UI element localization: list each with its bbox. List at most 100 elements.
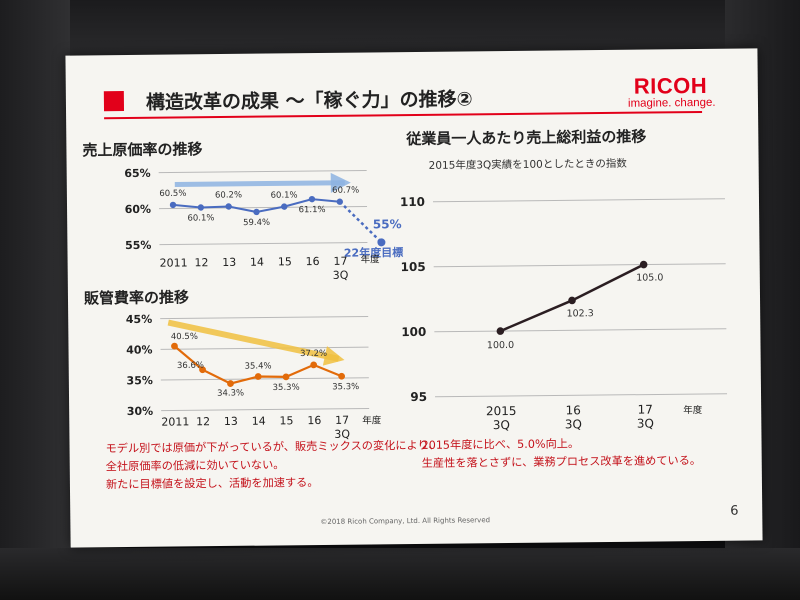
profit-index-chart: 11010510095100.0102.3105.020153Q163Q173Q… bbox=[400, 195, 728, 432]
x-tick-label: 16 bbox=[565, 403, 580, 417]
sga-ratio-chart: 45% 40% 35% 30% 40.5% 36.6% 34.3% 35.4% 35.3% 37.… bbox=[126, 313, 382, 441]
x-tick-label: 15 bbox=[279, 414, 293, 427]
data-point bbox=[336, 198, 343, 205]
trend-arrow-shaft bbox=[174, 180, 345, 187]
trend-arrow-head bbox=[322, 346, 345, 366]
left-note-line: 新たに目標値を設定し、活動を加速する。 bbox=[105, 476, 319, 492]
y-tick-label: 95 bbox=[410, 390, 427, 404]
y-tick-label: 45% bbox=[126, 313, 152, 326]
data-point bbox=[282, 373, 290, 381]
data-label: 102.3 bbox=[567, 308, 594, 319]
data-point bbox=[338, 372, 346, 380]
gridline bbox=[159, 241, 368, 246]
x-axis-unit: 年度 bbox=[683, 404, 703, 416]
left-notes: モデル別では原価が下がっているが、販売ミックスの変化により、 全社原価率の低減に… bbox=[105, 437, 439, 494]
presentation-slide: 構造改革の成果 ～「稼ぐ力」の推移② RICOH imagine. change… bbox=[65, 48, 763, 548]
x-axis-unit: 年度 bbox=[361, 253, 381, 265]
gridline bbox=[432, 198, 725, 203]
gridline bbox=[435, 393, 728, 398]
data-label: 60.2% bbox=[215, 190, 242, 200]
gridline bbox=[158, 169, 367, 174]
data-point bbox=[171, 342, 178, 350]
x-tick-label: 14 bbox=[252, 415, 266, 428]
data-point bbox=[310, 361, 318, 369]
page-number: 6 bbox=[730, 503, 739, 519]
target-point bbox=[377, 238, 386, 247]
data-point bbox=[197, 204, 205, 211]
data-point bbox=[227, 380, 234, 387]
x-tick-label: 2015 bbox=[486, 404, 517, 418]
x-tick-label: 12 bbox=[194, 256, 208, 269]
gridline bbox=[433, 263, 726, 268]
y-tick-label: 35% bbox=[126, 374, 152, 387]
data-label: 37.2% bbox=[300, 349, 327, 359]
data-label: 61.1% bbox=[299, 205, 326, 215]
data-point bbox=[169, 201, 177, 209]
x-tick-sublabel: 3Q bbox=[565, 417, 582, 431]
data-label: 60.1% bbox=[271, 190, 298, 200]
data-point bbox=[253, 208, 260, 216]
gridline bbox=[160, 346, 369, 350]
x-tick-sublabel: 3Q bbox=[637, 416, 654, 430]
target-line bbox=[338, 200, 383, 244]
x-tick-sublabel: 3Q bbox=[333, 269, 349, 282]
y-tick-label: 60% bbox=[125, 203, 151, 216]
data-point bbox=[225, 203, 232, 210]
x-tick-label: 2011 bbox=[160, 256, 188, 269]
right-notes: 2015年度に比べ、5.0%向上。 生産性を落とさずに、業務プロセス改革を進めて… bbox=[421, 434, 701, 473]
data-label: 105.0 bbox=[636, 272, 663, 283]
x-tick-label: 17 bbox=[335, 414, 349, 427]
data-label: 40.5% bbox=[171, 332, 198, 342]
data-label: 60.1% bbox=[187, 213, 214, 223]
x-axis-unit: 年度 bbox=[362, 414, 382, 426]
x-tick-label: 12 bbox=[196, 415, 210, 428]
data-label: 35.4% bbox=[245, 361, 272, 371]
room-wall-left bbox=[0, 0, 70, 600]
gridline bbox=[160, 377, 369, 381]
right-note-line: 生産性を落とさずに、業務プロセス改革を進めている。 bbox=[421, 454, 702, 470]
data-label: 35.3% bbox=[273, 383, 300, 393]
target-caption: 22年度目標 bbox=[344, 245, 403, 260]
x-tick-label: 2011 bbox=[161, 415, 189, 428]
x-tick-label: 17 bbox=[333, 255, 347, 268]
x-tick-label: 14 bbox=[250, 256, 264, 269]
data-label: 59.4% bbox=[243, 218, 270, 228]
x-tick-sublabel: 3Q bbox=[334, 428, 350, 441]
x-tick-label: 17 bbox=[637, 403, 652, 417]
y-tick-label: 110 bbox=[400, 195, 425, 209]
y-tick-label: 30% bbox=[127, 405, 153, 418]
y-tick-label: 55% bbox=[125, 239, 151, 252]
left-note-line: モデル別では原価が下がっているが、販売ミックスの変化により、 bbox=[105, 438, 440, 456]
trend-arrow-shaft bbox=[167, 319, 340, 362]
room-floor bbox=[0, 548, 800, 600]
data-point bbox=[199, 366, 206, 374]
x-tick-label: 15 bbox=[278, 255, 292, 268]
data-point bbox=[254, 373, 262, 380]
trend-arrow-head bbox=[330, 172, 351, 193]
data-point bbox=[281, 203, 288, 210]
data-point bbox=[308, 195, 316, 203]
data-point bbox=[639, 260, 648, 269]
gridline bbox=[160, 315, 369, 320]
data-label: 60.5% bbox=[159, 189, 186, 199]
cost-ratio-chart: 65% 60% 55% 55% 22年度目標 60.5% 60.1% 60.2% 59.4% 60… bbox=[124, 167, 403, 282]
data-label: 60.7% bbox=[332, 186, 359, 196]
y-tick-label: 100 bbox=[401, 325, 426, 339]
x-tick-label: 13 bbox=[222, 256, 236, 269]
room-ceiling bbox=[0, 0, 800, 55]
gridline bbox=[434, 328, 727, 333]
data-label: 35.3% bbox=[332, 382, 359, 392]
x-tick-label: 13 bbox=[224, 415, 238, 428]
x-tick-label: 16 bbox=[306, 255, 320, 268]
gridline bbox=[161, 407, 370, 412]
y-tick-label: 40% bbox=[126, 343, 152, 356]
data-label: 34.3% bbox=[217, 388, 244, 398]
y-tick-label: 65% bbox=[124, 167, 150, 180]
data-label: 36.6% bbox=[177, 361, 204, 371]
y-tick-label: 105 bbox=[401, 260, 426, 274]
data-label: 100.0 bbox=[487, 340, 514, 351]
target-value-label: 55% bbox=[373, 217, 402, 231]
data-point bbox=[496, 327, 505, 335]
data-point bbox=[568, 296, 576, 305]
gridline bbox=[159, 205, 368, 210]
